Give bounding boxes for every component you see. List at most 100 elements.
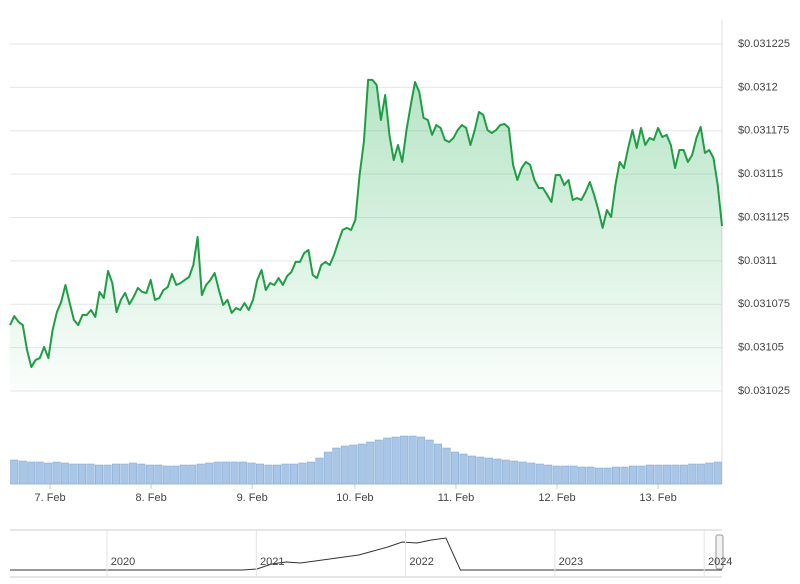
volume-bar — [103, 464, 112, 485]
volume-bar — [510, 460, 519, 485]
volume-bar — [713, 461, 722, 485]
volume-bar — [306, 461, 315, 485]
y-tick-label: $0.031175 — [738, 125, 789, 137]
volume-bar — [332, 447, 341, 485]
volume-bar — [459, 453, 468, 485]
volume-bar — [451, 451, 459, 485]
volume-bar — [603, 467, 612, 485]
x-tick-label: 7. Feb — [34, 492, 65, 504]
volume-bar — [230, 461, 239, 485]
volume-bar — [27, 461, 36, 485]
volume-bar — [552, 465, 561, 485]
volume-bar — [154, 464, 163, 485]
volume-bar — [128, 462, 137, 485]
volume-bar — [264, 464, 273, 485]
volume-bar — [196, 463, 205, 485]
volume-bar — [578, 466, 587, 485]
volume-bar — [484, 457, 493, 485]
volume-bar — [366, 441, 375, 485]
volume-bar — [679, 464, 688, 485]
navigator-label: 2022 — [409, 556, 433, 568]
volume-bar — [213, 461, 222, 485]
volume-bar — [417, 436, 426, 485]
volume-bar — [281, 463, 290, 485]
y-tick-label: $0.0312 — [738, 81, 778, 93]
y-tick-label: $0.031125 — [738, 211, 789, 223]
x-tick-label: 10. Feb — [336, 492, 373, 504]
volume-bar — [476, 456, 485, 485]
volume-bar — [544, 464, 553, 485]
volume-bar — [188, 464, 197, 485]
volume-bar — [595, 467, 604, 485]
volume-bar — [315, 457, 324, 485]
volume-bar — [493, 458, 502, 485]
price-line — [9, 78, 723, 369]
volume-bar — [137, 463, 146, 485]
volume-bar — [569, 465, 578, 485]
volume-bar — [637, 465, 646, 485]
volume-bar — [400, 435, 409, 485]
volume-bar — [111, 463, 120, 485]
volume-bar — [662, 464, 671, 485]
navigator-label: 2020 — [111, 556, 135, 568]
volume-bar — [391, 436, 400, 485]
volume-bar — [467, 455, 476, 485]
area — [10, 79, 722, 391]
y-tick-label: $0.0311 — [738, 255, 777, 267]
volume-bar — [620, 466, 629, 485]
volume-bar — [612, 466, 621, 485]
volume-bar — [162, 465, 171, 485]
volume-bar — [501, 459, 510, 485]
volume-bar — [654, 464, 663, 485]
volume-bar — [18, 460, 27, 485]
volume-bar — [256, 463, 265, 485]
volume-bar — [247, 462, 256, 485]
navigator-handle[interactable] — [715, 534, 724, 570]
volume-bar — [586, 466, 595, 485]
volume-bar — [69, 463, 78, 485]
volume-bar — [629, 465, 637, 485]
volume-bar — [61, 462, 70, 485]
volume-bar — [349, 444, 358, 485]
volume-bar — [86, 463, 95, 485]
navigator-label: 2021 — [260, 556, 284, 568]
volume-bar — [10, 459, 19, 485]
volume-bar — [35, 461, 44, 485]
volume-bar — [273, 464, 281, 485]
volume-bar — [408, 435, 417, 485]
volume-bar — [44, 462, 53, 485]
volume-bar — [561, 465, 570, 485]
volume-bar — [425, 439, 434, 485]
y-tick-label: $0.03105 — [738, 342, 784, 354]
volume-bar — [95, 464, 103, 485]
y-tick-label: $0.031025 — [738, 385, 790, 397]
volume-bar — [383, 437, 392, 485]
volume-bar — [171, 465, 180, 485]
volume-bar — [696, 463, 705, 485]
volume-bar — [535, 463, 544, 485]
volume-bar — [323, 451, 332, 485]
volume-bar — [688, 463, 697, 485]
volume-bar — [222, 461, 231, 485]
volume-bar — [705, 462, 714, 485]
volume-bar — [434, 443, 443, 485]
y-tick-label: $0.03115 — [738, 168, 783, 180]
volume-bar — [179, 464, 188, 485]
y-tick-label: $0.031225 — [738, 38, 790, 50]
volume-bar — [205, 462, 214, 485]
navigator-label: 2023 — [559, 556, 583, 568]
volume-bar — [289, 463, 298, 485]
volume-bar — [78, 463, 87, 485]
volume-bar — [239, 461, 248, 485]
volume-bar — [298, 462, 307, 485]
x-tick-label: 13. Feb — [639, 492, 676, 504]
volume-bar — [374, 439, 383, 485]
volume-bar — [518, 461, 527, 485]
volume-bar — [442, 447, 451, 485]
volume-bar — [52, 461, 61, 485]
navigator-label: 2024 — [708, 556, 732, 568]
volume-bar — [671, 464, 680, 485]
volume-bar — [145, 464, 154, 485]
x-tick-label: 8. Feb — [136, 492, 167, 504]
